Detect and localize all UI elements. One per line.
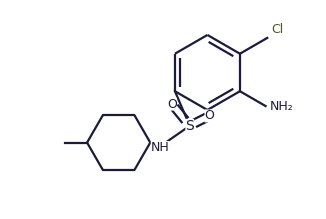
Text: Cl: Cl bbox=[271, 23, 284, 36]
Text: NH₂: NH₂ bbox=[270, 100, 293, 113]
Text: O: O bbox=[204, 110, 215, 122]
Text: S: S bbox=[185, 119, 194, 133]
Text: NH: NH bbox=[151, 141, 170, 154]
Text: O: O bbox=[167, 98, 177, 111]
